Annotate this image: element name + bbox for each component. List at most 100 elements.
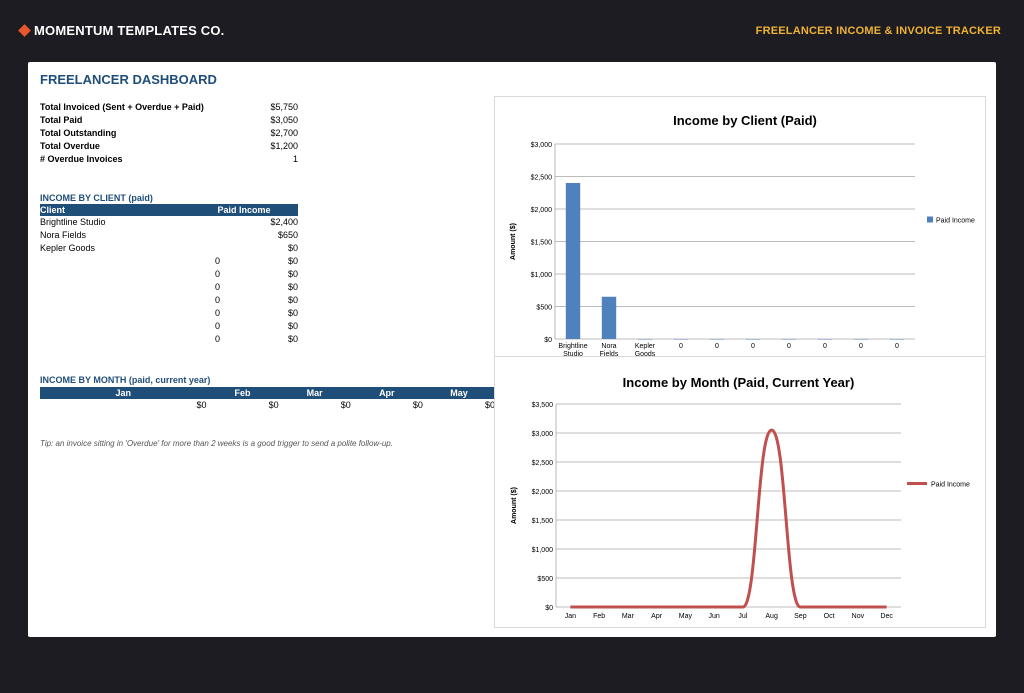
- x-tick-label: 0: [895, 343, 899, 350]
- client-name-cell: 0: [214, 308, 220, 318]
- table-row[interactable]: 0 $0: [40, 320, 298, 333]
- y-tick-label: $0: [544, 337, 552, 344]
- y-tick-label: $500: [537, 576, 553, 583]
- column-header-month[interactable]: Mar: [306, 388, 323, 398]
- table-row[interactable]: Nora Fields $650: [40, 229, 298, 242]
- x-tick-label: 0: [859, 343, 863, 350]
- table-row[interactable]: Brightline Studio $2,400: [40, 216, 298, 229]
- client-name-cell: 0: [214, 256, 220, 266]
- y-axis-label: Amount ($): [511, 487, 518, 524]
- summary-row[interactable]: Total Outstanding $2,700: [40, 127, 298, 140]
- x-tick-label: Aug: [765, 613, 778, 620]
- y-axis-label: Amount ($): [510, 223, 517, 260]
- bar: [781, 339, 797, 340]
- table-row[interactable]: 0 $0: [40, 255, 298, 268]
- x-tick-label: Dec: [880, 613, 893, 620]
- column-header-month[interactable]: Feb: [234, 388, 251, 398]
- paid-income-cell: $0: [287, 321, 298, 331]
- table-row[interactable]: $0 $0 $0 $0 $0: [40, 399, 495, 412]
- bar: [745, 339, 761, 340]
- bar: [673, 339, 689, 340]
- y-tick-label: $3,000: [531, 142, 553, 149]
- summary-block: Total Invoiced (Sent + Overdue + Paid) $5…: [40, 101, 298, 166]
- paid-income-cell: $0: [287, 308, 298, 318]
- month-value-cell: $0: [196, 400, 207, 410]
- y-tick-label: $2,000: [532, 489, 554, 496]
- summary-row[interactable]: Total Invoiced (Sent + Overdue + Paid) $5…: [40, 101, 298, 114]
- product-title: FREELANCER INCOME & INVOICE TRACKER: [755, 25, 1001, 37]
- paid-income-cell: $0: [287, 269, 298, 279]
- income-by-month-title: INCOME BY MONTH (paid, current year): [40, 375, 211, 385]
- month-value-cell: $0: [268, 400, 279, 410]
- bar: [709, 339, 725, 340]
- client-name-cell: Brightline Studio: [40, 217, 106, 227]
- x-tick-label: Nora: [601, 343, 616, 350]
- y-tick-label: $1,500: [531, 240, 553, 247]
- column-header-month[interactable]: May: [450, 388, 468, 398]
- summary-value: $1,200: [270, 141, 298, 151]
- column-header-client[interactable]: Client: [40, 205, 66, 215]
- income-by-client-title: INCOME BY CLIENT (paid): [40, 193, 153, 203]
- client-name-cell: Kepler Goods: [40, 243, 96, 253]
- chart-title: Income by Month (Paid, Current Year): [623, 375, 855, 390]
- income-by-month-chart-svg: Income by Month (Paid, Current Year) $0 $5…: [511, 375, 970, 620]
- column-header-month[interactable]: Jan: [115, 388, 131, 398]
- y-tick-label: $1,500: [532, 518, 554, 525]
- y-tick-label: $2,500: [532, 460, 554, 467]
- column-header-paid-income[interactable]: Paid Income: [217, 205, 271, 215]
- top-bar: MOMENTUM TEMPLATES CO. FREELANCER INCOME…: [0, 0, 1024, 62]
- client-name-cell: Nora Fields: [40, 230, 87, 240]
- y-tick-label: $3,000: [532, 431, 554, 438]
- month-value-cell: $0: [485, 400, 496, 410]
- y-tick-label: $1,000: [531, 272, 553, 279]
- legend-label: Paid Income: [931, 482, 970, 489]
- y-tick-label: $500: [536, 305, 552, 312]
- income-by-month-chart[interactable]: Income by Month (Paid, Current Year) $0 $5…: [494, 356, 986, 628]
- x-tick-label: Brightline: [558, 343, 587, 350]
- month-value-cell: $0: [412, 400, 423, 410]
- summary-row[interactable]: # Overdue Invoices 1: [40, 153, 298, 166]
- x-tick-label: 0: [823, 343, 827, 350]
- table-row[interactable]: 0 $0: [40, 333, 298, 346]
- paid-income-cell: $0: [287, 256, 298, 266]
- summary-label: Total Invoiced (Sent + Overdue + Paid): [40, 102, 204, 112]
- y-tick-label: $0: [545, 605, 553, 612]
- x-tick-label: Feb: [593, 613, 605, 620]
- summary-row[interactable]: Total Overdue $1,200: [40, 140, 298, 153]
- income-by-client-table: Client Paid Income Brightline Studio $2,4…: [40, 204, 298, 346]
- month-value-cell: $0: [340, 400, 351, 410]
- bar: [601, 296, 617, 339]
- summary-value: 1: [292, 154, 298, 164]
- income-by-month-table: Jan Feb Mar Apr May $0 $0 $0 $0 $0: [40, 387, 495, 412]
- x-tick-label: Oct: [824, 613, 835, 620]
- x-tick-label: Sep: [794, 613, 807, 620]
- x-tick-label: Fields: [600, 351, 619, 357]
- paid-income-cell: $0: [287, 282, 298, 292]
- client-name-cell: 0: [214, 334, 220, 344]
- y-tick-label: $1,000: [532, 547, 554, 554]
- x-tick-label: Apr: [651, 613, 663, 620]
- dashboard-title: FREELANCER DASHBOARD: [40, 72, 217, 87]
- x-tick-label: Nov: [852, 613, 865, 620]
- client-name-cell: 0: [214, 295, 220, 305]
- paid-income-cell: $2,400: [270, 217, 298, 227]
- x-tick-label: 0: [787, 343, 791, 350]
- chart-title: Income by Client (Paid): [673, 113, 817, 128]
- table-row[interactable]: 0 $0: [40, 268, 298, 281]
- income-by-client-chart-svg: Income by Client (Paid) $0 $500 $1,000 $1,50…: [510, 113, 975, 358]
- bar: [817, 339, 833, 340]
- table-row[interactable]: 0 $0: [40, 307, 298, 320]
- income-by-client-chart[interactable]: Income by Client (Paid) $0 $500 $1,000 $1,50…: [494, 96, 986, 358]
- column-header-month[interactable]: Apr: [379, 388, 395, 398]
- table-row[interactable]: Kepler Goods $0: [40, 242, 298, 255]
- summary-row[interactable]: Total Paid $3,050: [40, 114, 298, 127]
- summary-value: $5,750: [270, 102, 298, 112]
- summary-label: Total Overdue: [40, 141, 100, 151]
- brand: MOMENTUM TEMPLATES CO.: [18, 23, 224, 38]
- x-tick-label: Mar: [622, 613, 635, 620]
- paid-income-cell: $0: [287, 243, 298, 253]
- table-row[interactable]: 0 $0: [40, 294, 298, 307]
- table-row[interactable]: 0 $0: [40, 281, 298, 294]
- bar: [565, 183, 581, 339]
- x-tick-label: 0: [715, 343, 719, 350]
